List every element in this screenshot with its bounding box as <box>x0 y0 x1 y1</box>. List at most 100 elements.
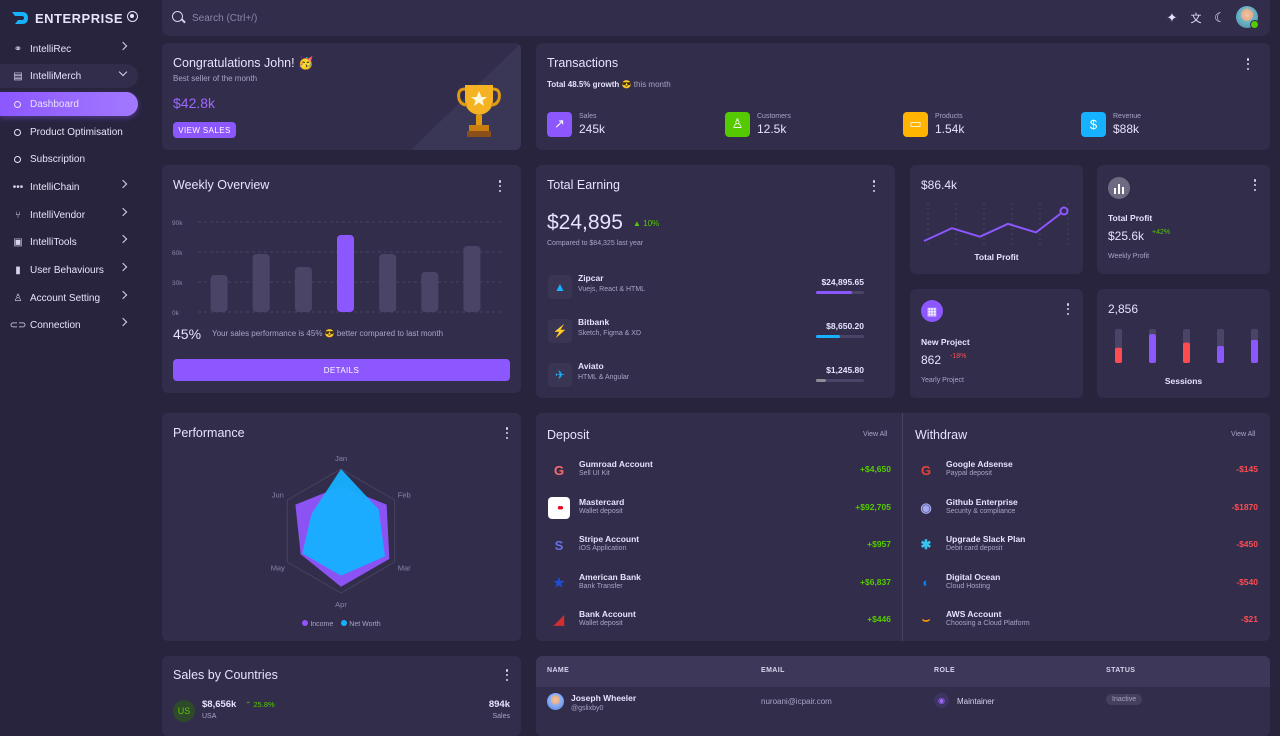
search-icon[interactable] <box>172 11 183 22</box>
sidebar-item-label: User Behaviours <box>30 264 104 276</box>
bar[interactable] <box>337 235 354 312</box>
list-item[interactable]: ★ American Bank Bank Transfer +$6,837 <box>548 570 891 600</box>
sidebar-item-dashboard[interactable]: Dashboard <box>0 92 138 116</box>
weekly-profit-sub: Weekly Profit <box>1108 253 1150 260</box>
list-item[interactable]: ◐ Digital Ocean Cloud Hosting -$540 <box>915 570 1258 600</box>
bar[interactable] <box>252 254 270 312</box>
radar-axis-label: May <box>271 564 285 573</box>
list-item[interactable]: S Stripe Account iOS Application +$957 <box>548 532 891 562</box>
mastercard-icon: ●● <box>548 496 570 519</box>
item-amount: -$450 <box>1236 539 1258 549</box>
item-desc: Sell UI Kit <box>579 470 610 477</box>
sidebar-item-user-behaviours[interactable]: ▮ User Behaviours <box>0 258 138 282</box>
stat-value: 245k <box>579 121 606 136</box>
item-name: Aviato <box>578 361 604 371</box>
avatar[interactable] <box>1236 6 1259 29</box>
sidebar-item-label: IntelliRec <box>30 43 72 55</box>
sidebar-item-product-optimisation[interactable]: Product Optimisation <box>0 120 138 144</box>
more-vertical-icon[interactable] <box>505 669 509 681</box>
chevron-right-icon <box>118 41 128 51</box>
sparkle-icon[interactable]: ✦ <box>1166 10 1178 25</box>
item-name: Gumroad Account <box>579 459 653 469</box>
sidebar-item-intellimerch[interactable]: ▤ IntelliMerch <box>0 64 138 88</box>
list-item[interactable]: ◢ Bank Account Wallet deposit +$446 <box>548 607 891 637</box>
total-profit-line-card: $86.4k Total Profit <box>910 165 1083 274</box>
search-input[interactable] <box>192 10 392 26</box>
item-amount: +$6,837 <box>860 576 891 587</box>
sidebar-item-subscription[interactable]: Subscription <box>0 147 138 171</box>
user-handle: @gslixby0 <box>571 705 604 712</box>
list-item[interactable]: ⚡ Bitbank Sketch, Figma & XD $8,650.20 <box>548 315 874 349</box>
chevron-right-icon <box>118 290 128 300</box>
cellphone-link-icon: ▭ <box>903 111 928 137</box>
trending-up-icon: ↗ <box>547 111 572 137</box>
sidebar-item-intellivendor[interactable]: ⑂ IntelliVendor <box>0 203 138 227</box>
session-bar <box>1251 339 1258 363</box>
list-item[interactable]: ⌣ AWS Account Choosing a Cloud Platform -$2… <box>915 607 1258 637</box>
more-vertical-icon[interactable] <box>1246 58 1250 70</box>
sidebar-item-label: Product Optimisation <box>30 126 123 138</box>
weekly-profit-title: Total Profit <box>1108 213 1153 223</box>
brand[interactable]: ENTERPRISE <box>12 8 138 28</box>
stat-products: ▭ Products 1.54k <box>903 109 964 139</box>
growth-rest: this month <box>633 80 671 89</box>
bar[interactable] <box>294 267 312 312</box>
weekly-message: Your sales performance is 45% 😎 better c… <box>212 329 444 338</box>
deposit-view-all-link[interactable]: View All <box>863 431 888 438</box>
more-vertical-icon[interactable] <box>498 180 502 192</box>
deposit-withdraw-card: Deposit View All Withdraw View All G Gumr… <box>536 413 1270 641</box>
list-item[interactable]: ✈ Aviato HTML & Angular $1,245.80 <box>548 359 874 393</box>
sessions-card: 2,856 Sessions <box>1097 289 1270 398</box>
stat-value: $88k <box>1113 121 1140 136</box>
list-item[interactable]: G Google Adsense Paypal deposit -$145 <box>915 457 1258 487</box>
slack-icon: ✱ <box>920 537 932 552</box>
progress-fill <box>816 335 840 338</box>
sidebar-item-intellitools[interactable]: ▣ IntelliTools <box>0 230 138 254</box>
logo-icon <box>12 12 28 24</box>
list-item[interactable]: ◉ Github Enterprise Security & compliance -… <box>915 495 1258 525</box>
zipcar-icon: ▲ <box>548 275 572 299</box>
chevron-right-icon <box>118 234 128 244</box>
details-button[interactable]: DETAILS <box>173 359 510 381</box>
item-desc: iOS Application <box>579 545 627 552</box>
session-bar <box>1217 346 1224 363</box>
list-item[interactable]: ●● Mastercard Wallet deposit +$92,705 <box>548 495 891 525</box>
more-vertical-icon[interactable] <box>872 180 876 192</box>
bar[interactable] <box>379 254 397 312</box>
transactions-card: Transactions Total 48.5% growth 😎 this m… <box>536 43 1270 150</box>
item-name: AWS Account <box>946 609 1002 619</box>
list-item[interactable]: ✱ Upgrade Slack Plan Debit card deposit -$4… <box>915 532 1258 562</box>
legend-label: Net Worth <box>349 621 381 628</box>
table-row[interactable]: Joseph Wheeler @gslixby0 nuroani@icpair.… <box>536 687 1270 720</box>
list-item[interactable]: G Gumroad Account Sell UI Kit +$4,650 <box>548 457 891 487</box>
sidebar-item-intellichain[interactable]: ••• IntelliChain <box>0 175 138 199</box>
stat-revenue: $ Revenue $88k <box>1081 109 1141 139</box>
item-name: Github Enterprise <box>946 496 1018 507</box>
translate-icon[interactable]: 文 <box>1190 13 1202 25</box>
bar[interactable] <box>210 275 228 312</box>
country-change-value: 25.8% <box>253 700 275 709</box>
stat-sales: ↗ Sales 245k <box>547 109 605 139</box>
bar[interactable] <box>463 246 481 312</box>
bar-chart-icon <box>1108 177 1130 199</box>
sales-by-countries-card: Sales by Countries US $8,656k ⌃ 25.8% US… <box>162 656 521 736</box>
sidebar-pin-icon[interactable] <box>127 11 138 22</box>
sidebar-item-intellirec[interactable]: ⚭ IntelliRec <box>0 37 138 61</box>
more-vertical-icon[interactable] <box>505 427 509 439</box>
session-bar <box>1149 334 1156 363</box>
more-vertical-icon[interactable] <box>1253 179 1257 191</box>
item-name: Digital Ocean <box>946 571 1001 582</box>
sidebar-item-connection[interactable]: ⊂⊃ Connection <box>0 313 138 337</box>
bank-icon: ◢ <box>554 612 564 627</box>
list-item[interactable]: ▲ Zipcar Vuejs, React & HTML $24,895.65 <box>548 271 874 305</box>
more-vertical-icon[interactable] <box>1066 303 1070 315</box>
column-header-email: EMAIL <box>761 667 785 674</box>
gumroad-icon: G <box>553 462 565 478</box>
view-sales-button[interactable]: VIEW SALES <box>173 122 236 138</box>
chevron-right-icon <box>118 179 128 189</box>
moon-icon[interactable]: ☾ <box>1214 10 1226 25</box>
withdraw-view-all-link[interactable]: View All <box>1231 431 1256 438</box>
bar[interactable] <box>421 272 439 312</box>
sidebar-item-account-setting[interactable]: ♙ Account Setting <box>0 286 138 310</box>
session-bar <box>1115 347 1122 363</box>
